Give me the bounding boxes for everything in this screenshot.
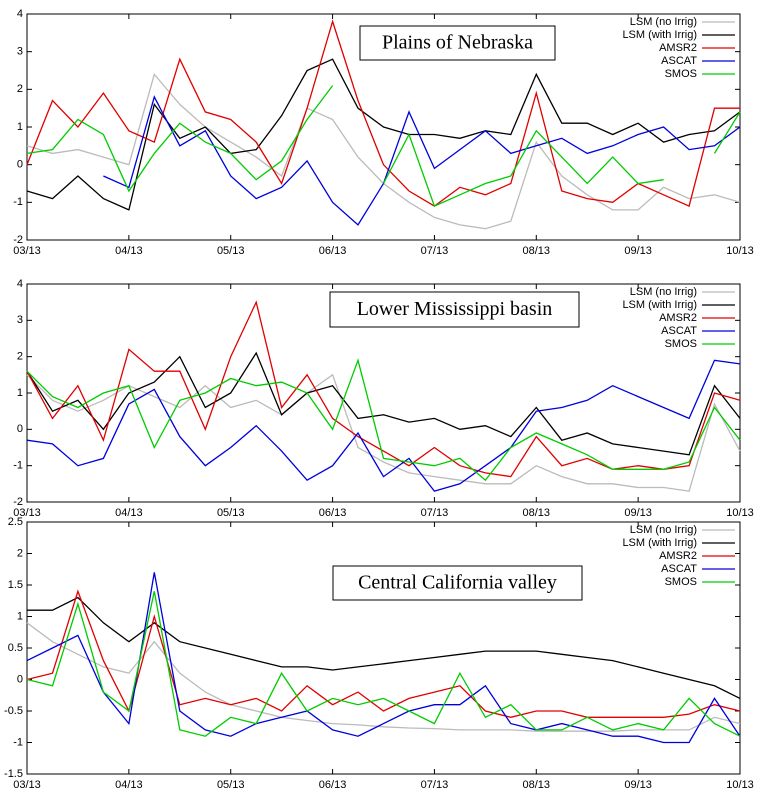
legend-label: ASCAT	[661, 563, 697, 575]
y-tick-label: -1	[13, 736, 23, 748]
title-box	[332, 565, 583, 601]
series-line	[26, 72, 741, 230]
legend-label: SMOS	[665, 338, 697, 350]
x-tick-label: 05/13	[217, 507, 245, 519]
x-tick-label: 10/13	[726, 779, 754, 791]
x-tick-label: 03/13	[13, 245, 41, 257]
y-tick-label: 0	[17, 423, 23, 435]
x-tick-label: 08/13	[523, 245, 551, 257]
title-box	[359, 25, 556, 61]
series-line	[26, 358, 741, 482]
legend-label: ASCAT	[661, 55, 697, 67]
x-tick-label: 09/13	[624, 245, 652, 257]
y-tick-label: 2	[17, 351, 23, 363]
chart-title: Central California valley	[358, 572, 557, 594]
y-tick-label: 4	[17, 8, 23, 20]
x-tick-label: 10/13	[726, 245, 754, 257]
legend-label: SMOS	[665, 68, 697, 80]
series-line	[26, 359, 741, 492]
y-tick-label: 2.5	[8, 516, 23, 528]
x-tick-label: 04/13	[115, 779, 143, 791]
legend-label: AMSR2	[659, 42, 697, 54]
x-tick-label: 06/13	[319, 779, 347, 791]
series-line	[26, 58, 741, 211]
y-tick-label: 0	[17, 159, 23, 171]
y-tick-label: 2	[17, 83, 23, 95]
y-tick-label: 3	[17, 46, 23, 58]
y-tick-label: 4	[17, 278, 23, 290]
series-line	[27, 596, 741, 699]
x-tick-label: 03/13	[13, 507, 41, 519]
x-tick-label: 07/13	[421, 245, 449, 257]
y-tick-label: -1	[13, 196, 23, 208]
y-tick-label: -0.5	[4, 705, 23, 717]
x-tick-label: 07/13	[421, 507, 449, 519]
series-line	[26, 300, 741, 478]
y-tick-label: 2	[17, 547, 23, 559]
x-tick-label: 05/13	[217, 245, 245, 257]
x-tick-label: 05/13	[217, 779, 245, 791]
y-tick-label: 0	[17, 673, 23, 685]
x-tick-label: 08/13	[523, 779, 551, 791]
series-line	[26, 589, 741, 718]
x-tick-label: 07/13	[421, 779, 449, 791]
series-line	[26, 622, 741, 732]
x-tick-label: 06/13	[319, 507, 347, 519]
x-tick-label: 09/13	[624, 779, 652, 791]
legend-label: LSM (with Irrig)	[622, 537, 697, 549]
x-tick-label: 08/13	[523, 507, 551, 519]
chart-title: Lower Mississippi basin	[357, 298, 553, 320]
series-line	[26, 351, 741, 456]
legend-label: LSM (with Irrig)	[622, 299, 697, 311]
y-tick-label: 1	[17, 610, 23, 622]
legend-label: AMSR2	[659, 550, 697, 562]
y-tick-label: 1.5	[8, 579, 23, 591]
x-tick-label: 04/13	[115, 245, 143, 257]
x-tick-label: 10/13	[726, 507, 754, 519]
legend-label: SMOS	[665, 576, 697, 588]
y-tick-label: -1.5	[4, 768, 23, 780]
legend-label: ASCAT	[661, 325, 697, 337]
legend-label: LSM (no Irrig)	[630, 16, 697, 28]
y-tick-label: 1	[17, 387, 23, 399]
chart-title: Plains of Nebraska	[382, 32, 533, 54]
x-tick-label: 03/13	[13, 779, 41, 791]
y-tick-label: 3	[17, 314, 23, 326]
series-line	[26, 591, 741, 737]
y-tick-label: 0.5	[8, 642, 23, 654]
x-tick-label: 06/13	[319, 245, 347, 257]
y-tick-label: -2	[13, 234, 23, 246]
title-box	[329, 291, 580, 328]
y-tick-label: -1	[13, 460, 23, 472]
series-line	[26, 85, 741, 207]
series-line	[26, 19, 740, 208]
legend-label: LSM (with Irrig)	[622, 29, 697, 41]
legend-label: AMSR2	[659, 312, 697, 324]
y-tick-label: -2	[13, 496, 23, 508]
series-line	[26, 373, 741, 492]
y-tick-label: 1	[17, 121, 23, 133]
x-tick-label: 09/13	[624, 507, 652, 519]
series-line	[26, 572, 741, 744]
legend-label: LSM (no Irrig)	[630, 286, 697, 298]
x-tick-label: 04/13	[115, 507, 143, 519]
legend-label: LSM (no Irrig)	[630, 524, 697, 536]
series-line	[103, 95, 741, 226]
